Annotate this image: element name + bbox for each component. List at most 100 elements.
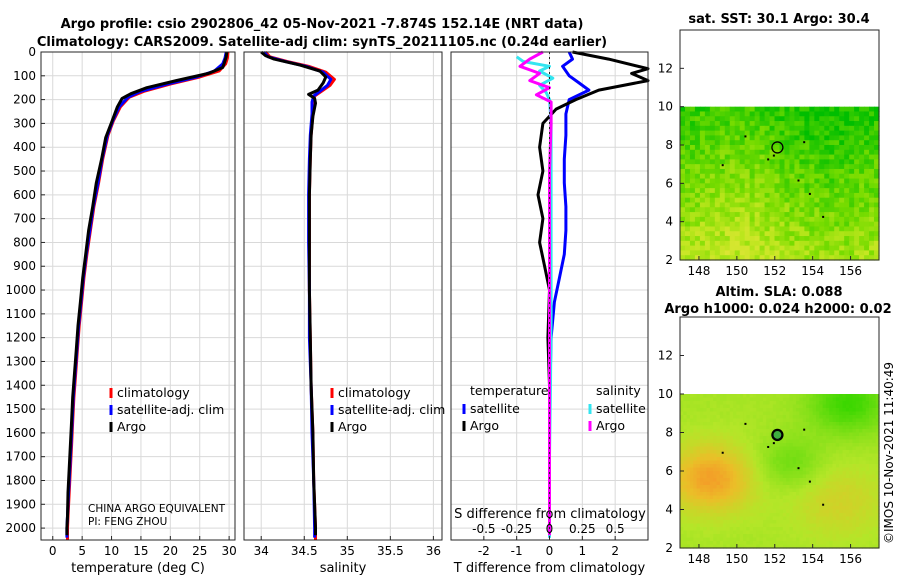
heatmap-cell <box>782 467 787 472</box>
heatmap-cell <box>689 450 694 455</box>
heatmap-cell <box>859 509 864 514</box>
heatmap-cell <box>874 197 880 204</box>
heatmap-cell <box>686 436 691 441</box>
heatmap-cell <box>786 471 791 476</box>
heatmap-cell <box>849 467 854 472</box>
heatmap-cell <box>859 460 864 465</box>
heatmap-cell <box>802 415 807 420</box>
heatmap-cell <box>719 394 724 399</box>
heatmap-cell <box>814 140 820 146</box>
heatmap-cell <box>802 394 807 399</box>
heatmap-cell <box>799 432 804 437</box>
heatmap-cell <box>875 516 880 521</box>
island-speck <box>808 192 811 195</box>
heatmap-cell <box>743 439 747 444</box>
heatmap-cell <box>825 397 830 402</box>
heatmap-cell <box>749 404 754 409</box>
heatmap-cell <box>769 492 774 497</box>
heatmap-cell <box>824 236 830 242</box>
heatmap-cell <box>812 422 817 427</box>
heatmap-cell <box>769 159 776 165</box>
heatmap-cell <box>865 457 870 462</box>
heatmap-cell <box>799 231 805 237</box>
heatmap-cell <box>759 509 764 514</box>
heatmap-cell <box>769 255 776 261</box>
heatmap-cell <box>680 111 686 117</box>
heatmap-cell <box>716 432 721 437</box>
heatmap-cell <box>756 453 761 458</box>
heatmap-cell <box>796 408 800 413</box>
heatmap-cell <box>736 439 741 444</box>
heatmap-cell <box>733 422 737 427</box>
heatmap-cell <box>819 485 824 490</box>
heatmap-cell <box>819 457 824 462</box>
heatmap-cell <box>799 481 804 486</box>
heatmap-cell <box>845 471 850 476</box>
heatmap-cell <box>736 474 741 479</box>
heatmap-cell <box>792 485 797 490</box>
heatmap-cell <box>792 474 797 479</box>
heatmap-cell <box>696 415 701 420</box>
heatmap-cell <box>762 481 767 486</box>
heatmap-cell <box>719 499 724 504</box>
heatmap-cell <box>849 520 854 525</box>
heatmap-cell <box>809 168 815 175</box>
heatmap-cell <box>709 453 714 458</box>
heatmap-cell <box>726 453 731 458</box>
heatmap-cell <box>726 537 731 542</box>
heatmap-cell <box>776 418 781 423</box>
heatmap-cell <box>733 436 737 441</box>
heatmap-cell <box>719 527 724 532</box>
heatmap-cell <box>799 415 804 420</box>
heatmap-cell <box>789 164 796 170</box>
heatmap-cell <box>855 408 860 413</box>
heatmap-cell <box>859 164 865 170</box>
heatmap-cell <box>809 135 815 141</box>
heatmap-cell <box>716 394 721 399</box>
heatmap-cell <box>739 188 746 194</box>
y-tick-label: 1600 <box>5 426 36 440</box>
heatmap-cell <box>869 178 875 184</box>
heatmap-cell <box>764 207 771 213</box>
heatmap-cell <box>799 125 805 132</box>
heatmap-cell <box>844 197 850 204</box>
heatmap-cell <box>766 474 771 479</box>
heatmap-cell <box>704 106 711 113</box>
heatmap-cell <box>825 513 830 518</box>
heatmap-cell <box>855 541 860 546</box>
heatmap-cell <box>782 394 787 399</box>
heatmap-cell <box>779 178 786 184</box>
heatmap-cell <box>766 411 771 416</box>
heatmap-cell <box>825 446 830 451</box>
heatmap-cell <box>782 404 787 409</box>
heatmap-cell <box>759 425 764 430</box>
heatmap-cell <box>756 457 761 462</box>
x-tick-label-salinity: 0 <box>546 522 554 536</box>
heatmap-cell <box>809 446 814 451</box>
heatmap-cell <box>792 415 797 420</box>
heatmap-cell <box>864 192 870 199</box>
heatmap-cell <box>743 471 747 476</box>
heatmap-cell <box>789 111 796 117</box>
heatmap-cell <box>865 530 870 535</box>
heatmap-cell <box>752 534 757 539</box>
heatmap-cell <box>819 168 825 175</box>
heatmap-cell <box>809 183 815 189</box>
heatmap-cell <box>713 495 718 500</box>
heatmap-cell <box>815 401 820 406</box>
heatmap-cell <box>719 408 724 413</box>
heatmap-cell <box>756 499 761 504</box>
heatmap-cell <box>789 513 794 518</box>
heatmap-cell <box>699 168 706 175</box>
heatmap-cell <box>754 255 761 261</box>
heatmap-cell <box>734 255 741 261</box>
heatmap-cell <box>809 509 814 514</box>
heatmap-cell <box>799 464 804 469</box>
heatmap-cell <box>834 192 840 199</box>
series-line-salinity-argo <box>518 50 553 536</box>
heatmap-cell <box>835 495 840 500</box>
heatmap-cell <box>719 457 724 462</box>
heatmap-cell <box>762 425 767 430</box>
heatmap-cell <box>819 401 824 406</box>
heatmap-cell <box>699 188 706 194</box>
